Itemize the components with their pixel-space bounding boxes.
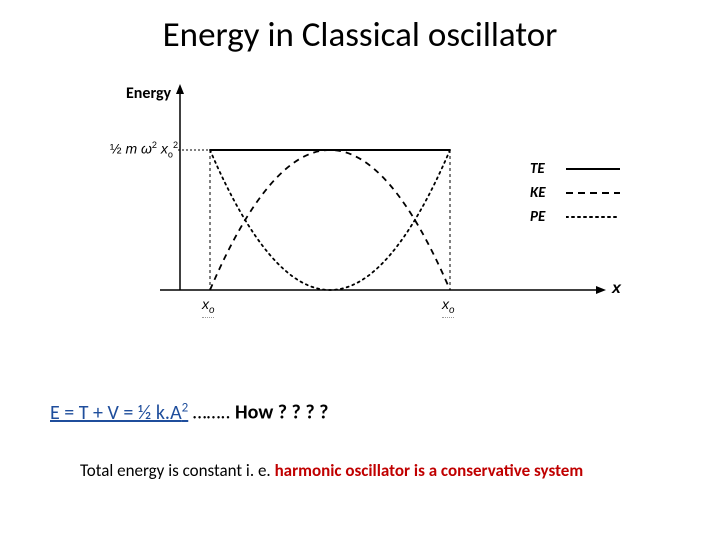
- legend: TE KE PE: [530, 160, 620, 232]
- slide-title: Energy in Classical oscillator: [0, 14, 720, 56]
- equation-line: E = T + V = ½ k.A2 …….. How ? ? ? ?: [50, 400, 328, 425]
- energy-chart: Energy ½ m ω2 xo2 xo xo x TE: [100, 80, 640, 340]
- legend-swatch-te: [566, 162, 620, 176]
- footer-emph: harmonic oscillator is a conservative sy…: [275, 460, 584, 481]
- total-energy-formula: ½ m ω2 xo2: [90, 140, 178, 159]
- legend-row-pe: PE: [530, 208, 620, 226]
- x-axis-label: x: [612, 280, 621, 298]
- footer-pre: Total energy is constant i. e.: [80, 460, 275, 481]
- legend-swatch-pe: [566, 210, 620, 224]
- legend-swatch-ke: [566, 186, 620, 200]
- equation-rhs: How ? ? ? ?: [235, 401, 328, 425]
- footer-line: Total energy is constant i. e. harmonic …: [80, 460, 583, 481]
- equation-gap: ……..: [188, 401, 235, 425]
- legend-row-ke: KE: [530, 184, 620, 202]
- legend-label-ke: KE: [530, 184, 558, 202]
- legend-label-pe: PE: [530, 208, 558, 226]
- legend-label-te: TE: [530, 160, 558, 178]
- equation-lhs: E = T + V = ½ k.A2: [50, 401, 188, 425]
- x-right-label: xo: [442, 296, 454, 318]
- legend-row-te: TE: [530, 160, 620, 178]
- y-axis-label: Energy: [126, 84, 171, 103]
- x-left-label: xo: [202, 296, 214, 318]
